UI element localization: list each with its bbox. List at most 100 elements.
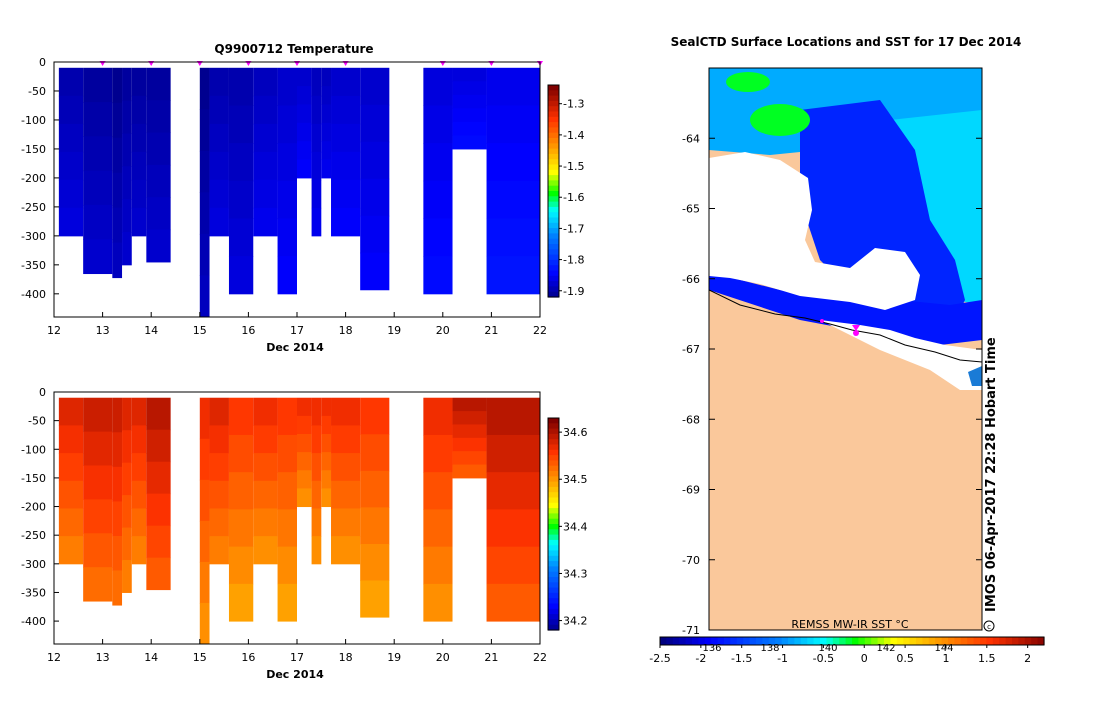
colorbar-swatch: [548, 566, 559, 573]
sst-region-coastal-band: [709, 272, 982, 345]
profile-cell: [131, 425, 147, 454]
x-tick-label: 22: [533, 324, 547, 337]
y-tick-label: -100: [21, 443, 46, 456]
colorbar-tick-label: 0.5: [896, 652, 914, 665]
colorbar-swatch: [749, 637, 757, 645]
profile-cell: [209, 123, 229, 153]
x-tick-label: 13: [96, 324, 110, 337]
colorbar-swatch: [548, 254, 559, 261]
colorbar-swatch: [1005, 637, 1013, 645]
lat-tick-label: -70: [682, 554, 700, 567]
colorbar-swatch: [788, 637, 795, 645]
x-tick-label: 17: [290, 324, 304, 337]
colorbar-swatch: [832, 637, 840, 645]
profile-cell: [311, 536, 322, 565]
colorbar-swatch: [548, 270, 559, 277]
profile-cell: [297, 86, 312, 105]
profile-cell: [199, 520, 210, 563]
profile-cell: [486, 218, 540, 257]
colorbar-swatch: [548, 169, 559, 176]
colorbar-swatch: [820, 637, 827, 645]
profile-cell: [486, 105, 540, 144]
colorbar-swatch: [548, 286, 559, 293]
colorbar-swatch: [548, 524, 559, 530]
colorbar-swatch: [672, 637, 680, 645]
profile-cell: [321, 159, 332, 179]
profile-cell: [58, 207, 84, 237]
profile-cell: [297, 141, 312, 161]
profile-cell: [228, 509, 254, 548]
colorbar-swatch: [660, 637, 667, 645]
x-tick-label: 14: [144, 324, 158, 337]
lat-tick-label: -68: [682, 413, 700, 426]
profile-cell: [83, 465, 113, 500]
profile-cell: [321, 452, 332, 471]
profile-cell: [360, 252, 390, 291]
colorbar-swatch: [935, 637, 943, 645]
colorbar-swatch: [736, 637, 744, 645]
profile-cell: [228, 105, 254, 144]
profile-cell: [131, 453, 147, 482]
profile-cell: [131, 123, 147, 153]
colorbar-swatch: [548, 275, 559, 282]
profile-cell: [311, 151, 322, 181]
colorbar-swatch: [730, 637, 738, 645]
profile-cell: [83, 204, 113, 240]
colorbar-swatch: [548, 624, 559, 631]
profile-cell: [486, 434, 540, 473]
profile-cell: [58, 397, 84, 426]
profile-cell: [321, 488, 332, 508]
map-title: SealCTD Surface Locations and SST for 17…: [671, 35, 1022, 49]
colorbar-tick-label: -0.5: [813, 652, 834, 665]
colorbar-swatch: [845, 637, 853, 645]
map-latitude-axis: -64 -65 -66 -67 -68 -69 -70 -71: [682, 132, 982, 637]
profile-cell: [199, 561, 210, 604]
profile-cell: [486, 180, 540, 219]
profile-cell: [321, 434, 332, 453]
profile-cell: [83, 431, 113, 466]
colorbar-swatch: [1024, 637, 1032, 645]
profile-cell: [58, 123, 84, 153]
profile-cell: [199, 109, 210, 152]
colorbar-swatch: [973, 637, 981, 645]
profile-cell: [199, 275, 210, 317]
profile-cell: [486, 546, 540, 585]
profile-cell: [199, 233, 210, 276]
profile-cell: [360, 215, 390, 254]
profile-cell: [83, 533, 113, 568]
y-tick-label: -350: [21, 586, 46, 599]
profile-cell: [423, 218, 453, 257]
profile-cell: [331, 508, 361, 537]
profile-cell: [423, 105, 453, 144]
y-tick-label: -200: [21, 172, 46, 185]
colorbar-swatch: [896, 637, 904, 645]
y-tick-label: -100: [21, 114, 46, 127]
colorbar-swatch: [548, 428, 559, 435]
profile-cell: [228, 434, 254, 473]
colorbar-swatch: [548, 492, 559, 499]
profile-cell: [112, 137, 123, 174]
profile-cell: [209, 67, 229, 97]
profile-cell: [253, 397, 278, 426]
profile-cell: [331, 95, 361, 125]
profile-cell: [297, 488, 312, 508]
colorbar-swatch: [548, 238, 559, 245]
colorbar-secondary-label: 140: [818, 643, 837, 654]
profile-cell: [321, 122, 332, 142]
colorbar-swatch: [548, 100, 559, 107]
profile-cell: [486, 67, 540, 106]
profile-cell: [199, 479, 210, 522]
profile-cell: [297, 452, 312, 471]
profile-cell: [146, 397, 171, 431]
profile-cell: [277, 509, 297, 548]
profile-cell: [199, 67, 210, 110]
profile-cell: [423, 509, 453, 548]
colorbar-swatch: [548, 244, 559, 250]
colorbar-swatch: [548, 571, 559, 578]
profile-cell: [112, 397, 123, 433]
x-tick-label: 17: [290, 651, 304, 664]
profile-cell: [131, 207, 147, 237]
colorbar-swatch: [916, 637, 923, 645]
profile-cell: [209, 453, 229, 482]
profile-cell: [486, 143, 540, 182]
